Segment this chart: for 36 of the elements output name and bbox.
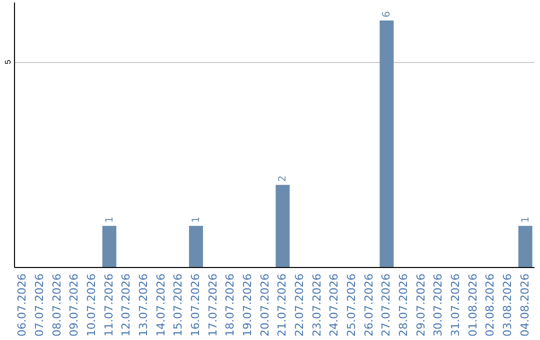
x-tick-label: 04.08.2026 xyxy=(518,274,532,336)
x-tick-label: 08.07.2026 xyxy=(50,274,64,336)
data-label: 1 xyxy=(520,216,532,223)
x-tick-label: 06.07.2026 xyxy=(16,274,29,336)
x-tick-label: 20.07.2026 xyxy=(258,274,272,336)
x-tick-label: 15.07.2026 xyxy=(172,274,185,336)
x-tick-label: 11.07.2026 xyxy=(102,274,116,336)
x-tick-label: 19.07.2026 xyxy=(241,274,254,336)
x-tick-label: 30.07.2026 xyxy=(432,274,445,336)
x-tick-label: 16.07.2026 xyxy=(189,274,202,336)
data-label: 2 xyxy=(278,175,289,182)
data-label: 1 xyxy=(104,216,116,223)
x-tick-label: 01.08.2026 xyxy=(466,274,480,336)
x-tick-label: 29.07.2026 xyxy=(414,274,428,336)
x-tick-label: 31.07.2026 xyxy=(449,274,462,336)
x-tick-label: 09.07.2026 xyxy=(68,274,81,336)
x-tick-label: 17.07.2026 xyxy=(206,274,220,336)
x-tick-label: 22.07.2026 xyxy=(293,274,306,336)
x-tick-label: 27.07.2026 xyxy=(380,274,393,336)
x-tick-label: 10.07.2026 xyxy=(85,274,98,336)
x-tick-label: 21.07.2026 xyxy=(276,274,289,336)
x-tick-label: 03.08.2026 xyxy=(501,274,514,336)
x-tick-label: 23.07.2026 xyxy=(310,274,324,336)
x-tick-label: 02.08.2026 xyxy=(484,274,497,336)
x-tick-label: 24.07.2026 xyxy=(328,274,341,336)
y-tick-label: 5 xyxy=(4,59,12,64)
data-label: 6 xyxy=(382,11,393,18)
data-label: 1 xyxy=(191,216,202,223)
x-tick-label: 07.07.2026 xyxy=(33,274,46,336)
x-tick-label: 12.07.2026 xyxy=(120,274,133,336)
x-tick-label: 26.07.2026 xyxy=(362,274,376,336)
x-tick-label: 25.07.2026 xyxy=(345,274,358,336)
x-tick-label: 28.07.2026 xyxy=(397,274,410,336)
x-tick-label: 18.07.2026 xyxy=(224,274,237,336)
x-tick-label: 14.07.2026 xyxy=(154,274,168,336)
x-tick-label: 13.07.2026 xyxy=(137,274,150,336)
